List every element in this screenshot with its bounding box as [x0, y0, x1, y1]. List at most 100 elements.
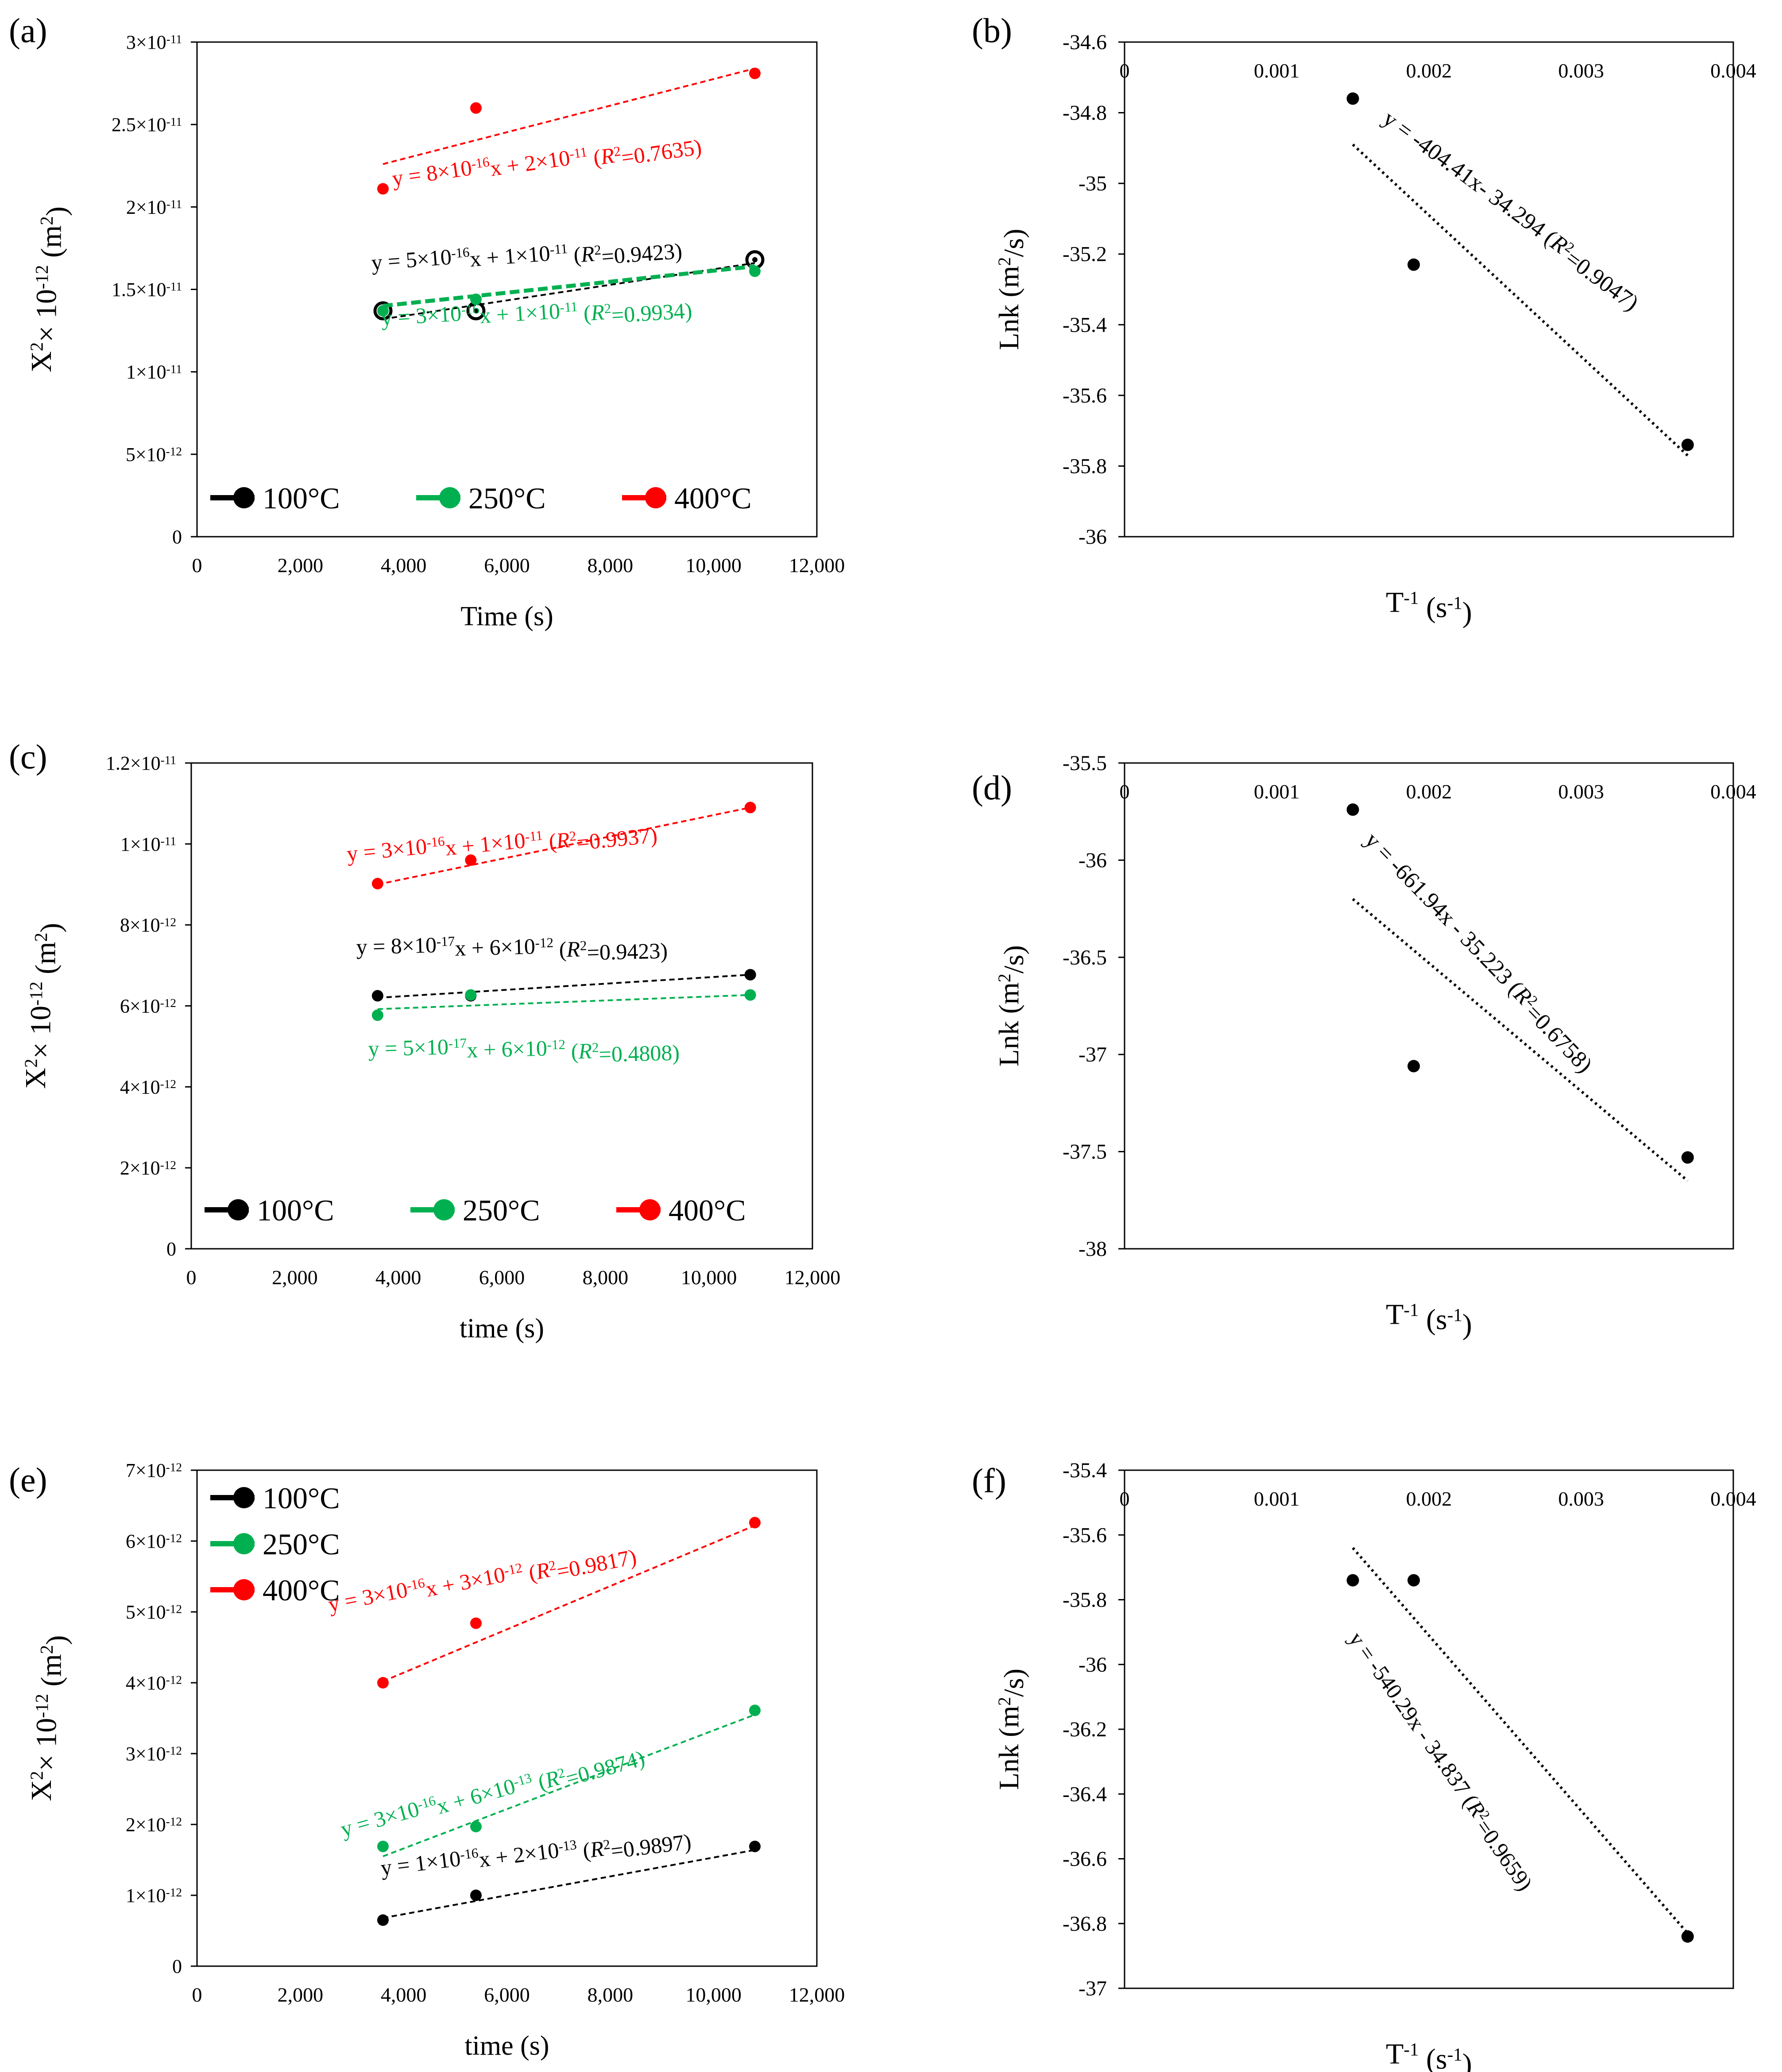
data-point — [465, 854, 477, 866]
plot-frame — [196, 41, 818, 538]
panel-a: (a) 0 2,000 4,000 6,000 8,000 10,000 12,000 0 5×1… — [9, 11, 845, 631]
trendline — [383, 1714, 755, 1857]
series-400°C: y = 3×10-16x + 3×10-12 (R2=0.9817) — [326, 1517, 761, 1689]
y-tick-label: -35.8 — [1063, 1588, 1107, 1612]
y-tick-label: 4×10-12 — [120, 1076, 176, 1098]
data-point — [1681, 1151, 1694, 1164]
equation-label: y = 1×10-16x + 2×10-13 (R2=0.9897) — [379, 1818, 693, 1892]
x-tick-label: 0 — [192, 1983, 202, 2006]
data-point — [470, 1617, 482, 1629]
plot-frame — [1124, 762, 1734, 1250]
x-tick-label: 0.001 — [1254, 59, 1300, 82]
plot-frame — [196, 1469, 818, 1967]
x-tick-label: 4,000 — [381, 554, 427, 577]
y-tick-label: -35.6 — [1063, 1523, 1107, 1547]
panel-label: (e) — [9, 1460, 47, 1499]
x-tick-label: 0 — [1120, 1487, 1130, 1510]
legend: 100°C 250°C 400°C — [205, 1193, 746, 1227]
legend-swatch-marker — [639, 1199, 661, 1220]
y-tick-label: 6×10-12 — [126, 1530, 182, 1552]
x-tick-label: 0.004 — [1710, 1487, 1756, 1510]
data-point — [1407, 1060, 1420, 1073]
y-tick-label: 2.5×10-11 — [112, 114, 182, 136]
trendline — [1352, 1547, 1689, 1934]
y-tick-label: -35.8 — [1063, 454, 1107, 478]
legend-swatch-marker — [233, 487, 255, 508]
data-point — [470, 1820, 482, 1832]
x-tick-label: 0.002 — [1406, 1487, 1452, 1510]
data-point — [373, 301, 393, 321]
equation-label: y = -540.29x - 34.837 (R2=0.9659) — [1341, 1627, 1541, 1895]
y-tick-label: 1.2×10-11 — [106, 752, 176, 774]
y-tick-label: 1×10-11 — [126, 361, 182, 383]
trendline — [1352, 143, 1689, 457]
x-tick-label: 4,000 — [375, 1266, 421, 1289]
data-point — [744, 969, 756, 981]
x-axis-label: Time (s) — [460, 601, 553, 631]
data-point — [749, 1840, 761, 1852]
series-Lnk: y = -404.41x- 34.294 (R2=0.9047) — [1346, 92, 1694, 457]
trendline — [383, 264, 755, 308]
equation-label: y = 3×10-16x + 1×10-11 (R2=0.9934) — [380, 287, 693, 341]
equation-label: y = -404.41x- 34.294 (R2=0.9047) — [1376, 106, 1646, 316]
x-axis-label: T-1 (s-1) — [1386, 1298, 1472, 1341]
y-tick-label: -36.2 — [1063, 1718, 1107, 1741]
legend-label: 250°C — [463, 1193, 540, 1227]
y-tick-label: -37 — [1078, 1977, 1107, 2000]
y-tick-label: -36.4 — [1063, 1782, 1107, 1806]
y-tick-label: -36 — [1078, 525, 1107, 549]
y-tick-label: -36.5 — [1063, 946, 1107, 969]
trendline — [383, 1524, 755, 1682]
x-tick-label: 0.002 — [1406, 780, 1452, 803]
equation-label: y = 3×10-16x + 6×10-13 (R2=0.9874) — [338, 1735, 647, 1853]
trendline — [377, 974, 750, 999]
data-point — [1407, 1574, 1420, 1587]
y-tick-label: -35.6 — [1063, 384, 1107, 407]
legend-swatch-marker — [233, 1487, 255, 1508]
data-point — [371, 990, 383, 1002]
series-400°C: y = 3×10-16x + 1×10-11 (R2=0.9937) — [346, 802, 756, 890]
x-tick-label: 8,000 — [583, 1266, 629, 1289]
legend-label: 250°C — [263, 1527, 340, 1561]
y-tick-label: 2×10-11 — [126, 196, 182, 218]
x-tick-label: 12,000 — [789, 554, 845, 577]
x-tick-label: 0.001 — [1254, 780, 1300, 803]
equation-label: y = 8×10-17x + 6×10-12 (R2=0.9423) — [356, 927, 668, 971]
y-tick-label: -36.8 — [1063, 1912, 1107, 1936]
legend-swatch-marker — [439, 487, 460, 508]
legend-label: 400°C — [674, 481, 752, 515]
y-tick-label: 1.5×10-11 — [112, 279, 182, 301]
data-point — [377, 1840, 389, 1852]
y-axis-label: Lnk (m2/s) — [993, 945, 1029, 1066]
x-tick-label: 0.003 — [1558, 1487, 1604, 1510]
y-tick-label: -38 — [1078, 1237, 1107, 1261]
y-tick-label: 0 — [172, 1956, 182, 1977]
x-tick-label: 8,000 — [588, 554, 634, 577]
x-tick-label: 0.004 — [1710, 780, 1756, 803]
x-tick-label: 4,000 — [381, 1983, 427, 2006]
data-point-center — [473, 308, 479, 314]
data-point — [377, 1677, 389, 1689]
legend-label: 400°C — [669, 1193, 746, 1227]
y-tick-label: -34.8 — [1063, 101, 1107, 125]
legend-label: 400°C — [263, 1573, 340, 1607]
data-point-center — [752, 257, 758, 263]
data-point — [1346, 92, 1359, 105]
y-tick-label: 5×10-12 — [126, 444, 182, 465]
x-tick-label: 0.003 — [1558, 59, 1604, 82]
panel-d: (d) 0 0.001 0.002 0.003 0.004 -35.5 -36 -36.5 -37… — [972, 751, 1756, 1341]
panel-f: (f) 0 0.001 0.002 0.003 0.004 -35.4 -35.6 -35.8 -… — [972, 1459, 1756, 2072]
data-point — [470, 1890, 482, 1901]
legend: 100°C 250°C 400°C — [210, 481, 752, 515]
y-tick-label: 1×10-12 — [126, 1885, 182, 1906]
legend-label: 100°C — [257, 1193, 334, 1227]
data-point — [744, 989, 756, 1001]
y-tick-label: -36 — [1078, 1653, 1107, 1677]
data-point — [470, 293, 482, 305]
y-tick-label: -37 — [1078, 1043, 1107, 1066]
y-tick-label: 3×10-12 — [126, 1743, 182, 1765]
x-tick-label: 2,000 — [278, 1983, 324, 2006]
equation-label: y = 5×10-17x + 6×10-12 (R2=0.4808) — [368, 1029, 680, 1073]
equation-label: y = 5×10-16x + 1×10-11 (R2=0.9423) — [371, 227, 683, 286]
panel-c: (c) 0 2,000 4,000 6,000 8,000 10,000 12,000 0 2×1… — [9, 737, 840, 1344]
